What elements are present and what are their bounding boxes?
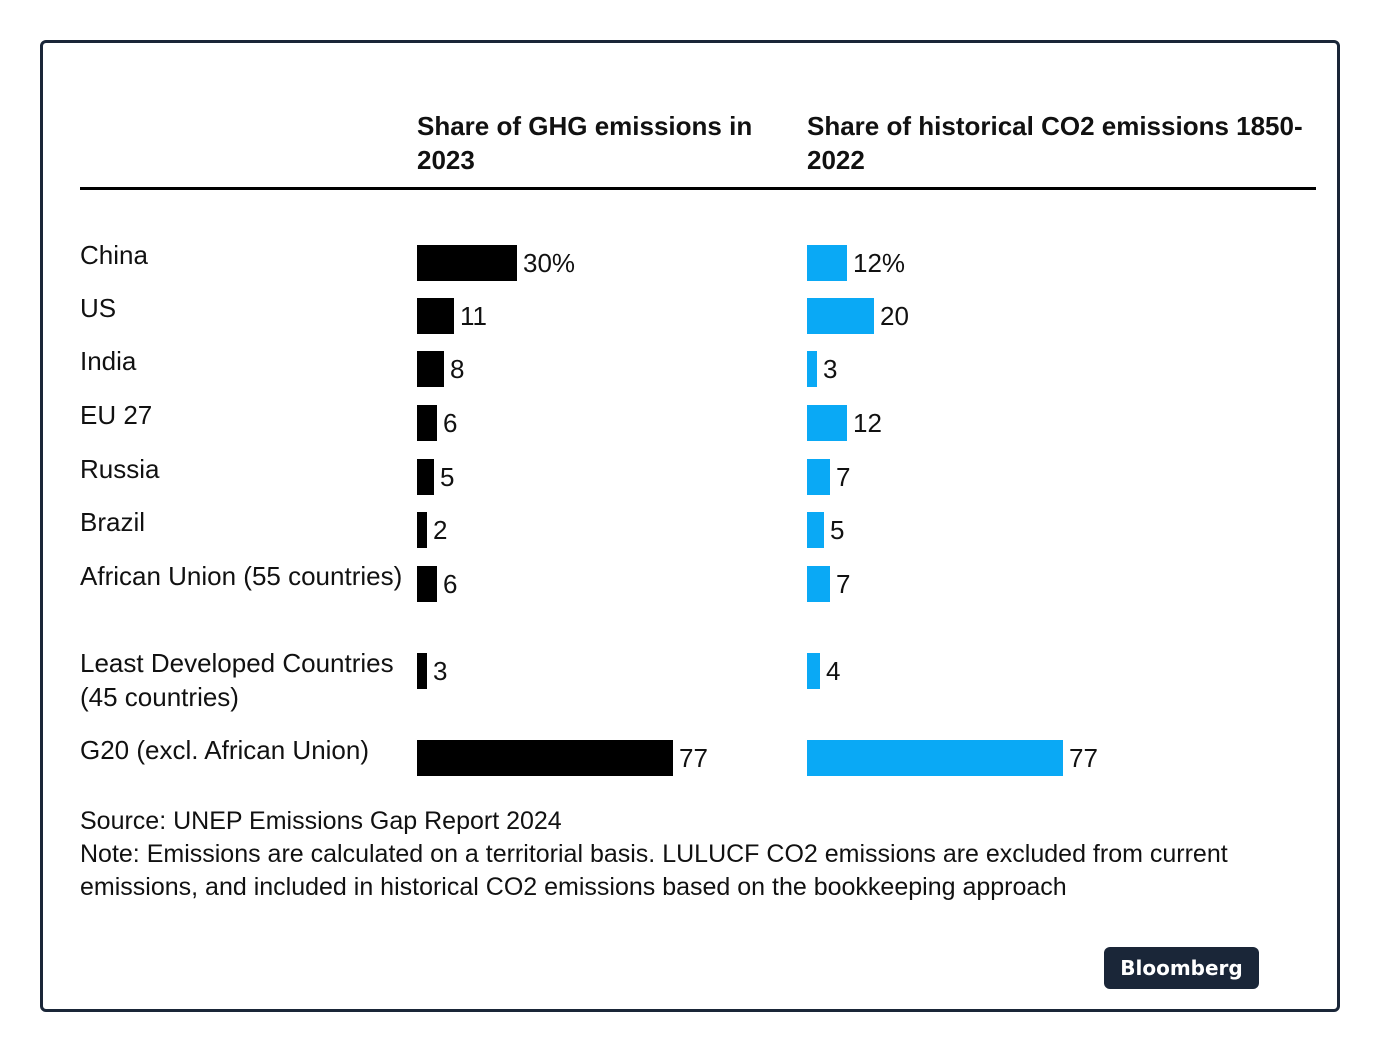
- bar-ghg-african-union-55-countries: [417, 566, 437, 602]
- footnotes: Source: UNEP Emissions Gap Report 2024 N…: [80, 805, 1316, 904]
- value-label-ghg-china: 30%: [523, 248, 576, 278]
- value-label-hist-china: 12%: [853, 248, 906, 278]
- bar-hist-g20-excl-african-union: [807, 740, 1063, 776]
- bar-hist-eu-27: [807, 405, 847, 441]
- source-note: Source: UNEP Emissions Gap Report 2024: [80, 807, 562, 835]
- bar-hist-us: [807, 298, 874, 334]
- methodology-note: Note: Emissions are calculated on a terr…: [80, 840, 1228, 901]
- bar-hist-least-developed-countries-45-countries: [807, 653, 820, 689]
- bar-ghg-least-developed-countries-45-countries: [417, 653, 427, 689]
- value-label-ghg-african-union-55-countries: 6: [443, 569, 458, 599]
- bar-ghg-eu-27: [417, 405, 437, 441]
- column-header-ghg-2023: Share of GHG emissions in 2023: [417, 111, 753, 175]
- column-header-historical-co2: Share of historical CO2 emissions 1850-2…: [807, 111, 1303, 175]
- bloomberg-logo: Bloomberg: [1104, 947, 1259, 989]
- value-label-ghg-brazil: 2: [433, 515, 448, 545]
- row-label-russia: Russia: [80, 454, 160, 484]
- header-divider: [80, 187, 1316, 190]
- row-label-eu-27: EU 27: [80, 400, 153, 430]
- value-label-hist-india: 3: [823, 354, 838, 384]
- row-label-least-developed-countries-45-countries: Least Developed Countries (45 countries): [80, 648, 394, 712]
- value-label-ghg-us: 11: [460, 301, 487, 331]
- value-label-hist-eu-27: 12: [853, 408, 882, 438]
- value-label-ghg-least-developed-countries-45-countries: 3: [433, 656, 448, 686]
- value-label-hist-us: 20: [880, 301, 909, 331]
- bar-ghg-india: [417, 351, 444, 387]
- bar-ghg-us: [417, 298, 454, 334]
- value-label-ghg-russia: 5: [440, 462, 455, 492]
- bar-ghg-brazil: [417, 512, 427, 548]
- value-label-ghg-g20-excl-african-union: 77: [679, 743, 708, 773]
- value-label-hist-russia: 7: [836, 462, 851, 492]
- bar-hist-brazil: [807, 512, 824, 548]
- bar-ghg-russia: [417, 459, 434, 495]
- chart-card: Share of GHG emissions in 2023 Share of …: [40, 40, 1340, 1012]
- bar-ghg-g20-excl-african-union: [417, 740, 673, 776]
- row-label-brazil: Brazil: [80, 507, 146, 537]
- value-label-hist-g20-excl-african-union: 77: [1069, 743, 1098, 773]
- bar-hist-russia: [807, 459, 830, 495]
- row-label-g20-excl-african-union: G20 (excl. African Union): [80, 735, 370, 765]
- value-label-ghg-india: 8: [450, 354, 465, 384]
- row-label-india: India: [80, 346, 137, 376]
- value-label-hist-brazil: 5: [830, 515, 845, 545]
- bar-hist-india: [807, 351, 817, 387]
- value-label-hist-least-developed-countries-45-countries: 4: [826, 656, 841, 686]
- row-label-us: US: [80, 293, 117, 323]
- value-label-hist-african-union-55-countries: 7: [836, 569, 851, 599]
- value-label-ghg-eu-27: 6: [443, 408, 458, 438]
- bar-hist-china: [807, 245, 847, 281]
- bar-hist-african-union-55-countries: [807, 566, 830, 602]
- bar-ghg-china: [417, 245, 517, 281]
- chart-area: Share of GHG emissions in 2023 Share of …: [80, 103, 1316, 783]
- row-label-china: China: [80, 240, 148, 270]
- row-label-african-union-55-countries: African Union (55 countries): [80, 561, 403, 591]
